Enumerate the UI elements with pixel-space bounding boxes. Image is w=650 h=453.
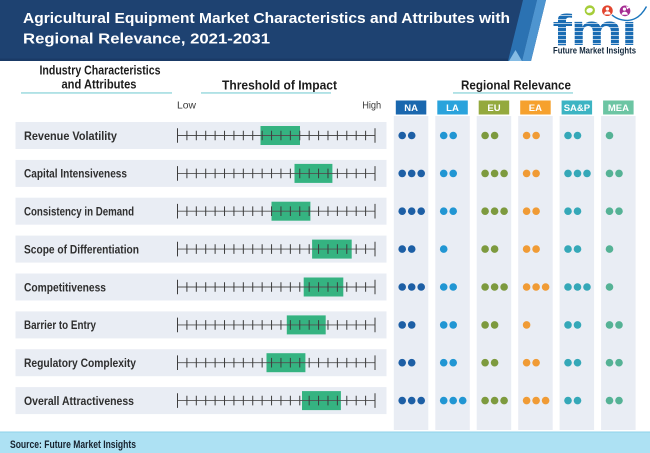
svg-text:Revenue Volatility: Revenue Volatility bbox=[24, 129, 117, 143]
svg-text:Scope of Differentiation: Scope of Differentiation bbox=[24, 242, 139, 256]
svg-text:High: High bbox=[362, 101, 381, 112]
svg-text:EA: EA bbox=[529, 103, 542, 114]
svg-text:SA&P: SA&P bbox=[564, 103, 591, 114]
svg-text:Barrier to Entry: Barrier to Entry bbox=[24, 318, 96, 332]
svg-text:Threshold of Impact: Threshold of Impact bbox=[222, 78, 338, 92]
svg-text:Regional Relevance, 2021-2031: Regional Relevance, 2021-2031 bbox=[23, 31, 270, 47]
svg-text:and Attributes: and Attributes bbox=[62, 78, 137, 92]
svg-text:Competitiveness: Competitiveness bbox=[24, 280, 106, 294]
svg-text:Regulatory Complexity: Regulatory Complexity bbox=[24, 356, 136, 370]
svg-text:Industry Characteristics: Industry Characteristics bbox=[40, 64, 161, 78]
svg-text:LA: LA bbox=[446, 103, 459, 114]
svg-text:Agricultural Equipment Market: Agricultural Equipment Market Characteri… bbox=[23, 11, 510, 27]
svg-text:Future Market Insights: Future Market Insights bbox=[553, 45, 636, 55]
svg-text:Low: Low bbox=[177, 101, 197, 112]
svg-text:EU: EU bbox=[487, 103, 500, 114]
svg-text:Source: Future Market Insights: Source: Future Market Insights bbox=[10, 439, 136, 451]
svg-text:Regional Relevance: Regional Relevance bbox=[461, 78, 571, 92]
svg-text:Consistency in Demand: Consistency in Demand bbox=[24, 205, 134, 219]
svg-text:MEA: MEA bbox=[608, 103, 629, 114]
svg-text:NA: NA bbox=[404, 103, 418, 114]
svg-text:Capital Intensiveness: Capital Intensiveness bbox=[24, 167, 127, 181]
svg-text:Overall Attractiveness: Overall Attractiveness bbox=[24, 394, 134, 408]
